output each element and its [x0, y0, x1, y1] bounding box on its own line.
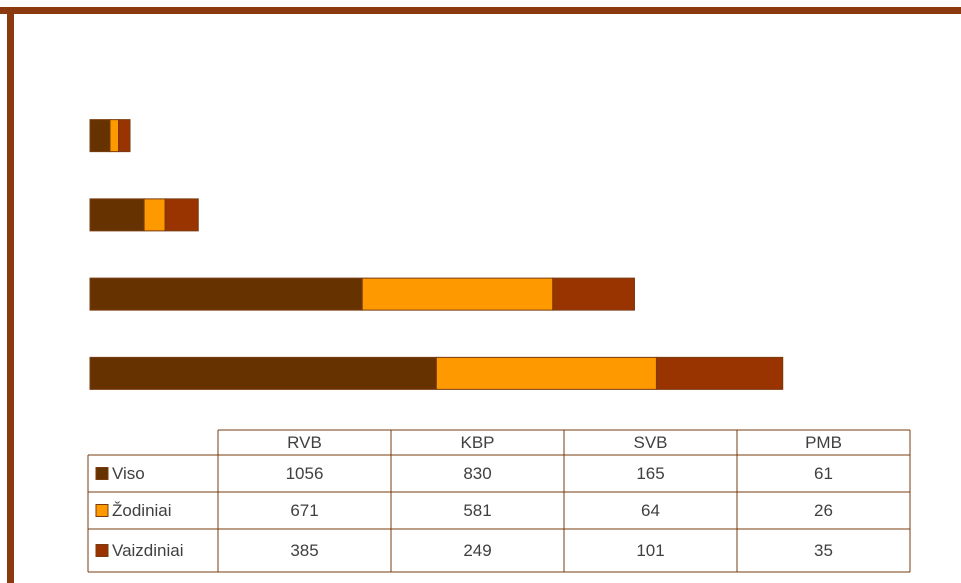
table-header: KBP: [460, 433, 494, 452]
table-header: RVB: [287, 433, 322, 452]
legend-label: Viso: [112, 464, 145, 483]
frame-left: [7, 7, 14, 583]
frame-top: [0, 7, 961, 14]
table-value: 26: [814, 501, 833, 520]
table-value: 671: [290, 501, 318, 520]
legend-key: [95, 467, 109, 480]
bar-segment: [89, 198, 145, 232]
bar-segment: [435, 356, 657, 390]
legend-label: Vaizdiniai: [112, 541, 184, 560]
table-value: 249: [463, 541, 491, 560]
table-value: 385: [290, 541, 318, 560]
table-value: 64: [641, 501, 660, 520]
table-header: PMB: [805, 433, 842, 452]
table-value: 581: [463, 501, 491, 520]
table-header: SVB: [633, 433, 667, 452]
legend-key: [95, 544, 109, 557]
bar-segment: [143, 198, 166, 232]
bar-segment: [655, 356, 784, 390]
table-value: 101: [636, 541, 664, 560]
table-value: 61: [814, 464, 833, 483]
table-value: 35: [814, 541, 833, 560]
bar-segment: [89, 119, 111, 153]
table-value: 1056: [286, 464, 324, 483]
bar-segment: [118, 119, 131, 153]
bar-segment: [552, 277, 635, 311]
table-value: 830: [463, 464, 491, 483]
table-value: 165: [636, 464, 664, 483]
bar-segment: [89, 356, 437, 390]
bar-segment: [109, 119, 120, 153]
bar-segment: [89, 277, 363, 311]
legend-key: [95, 504, 109, 517]
legend-label: Žodiniai: [112, 501, 172, 520]
bar-segment: [164, 198, 199, 232]
bar-segment: [361, 277, 554, 311]
